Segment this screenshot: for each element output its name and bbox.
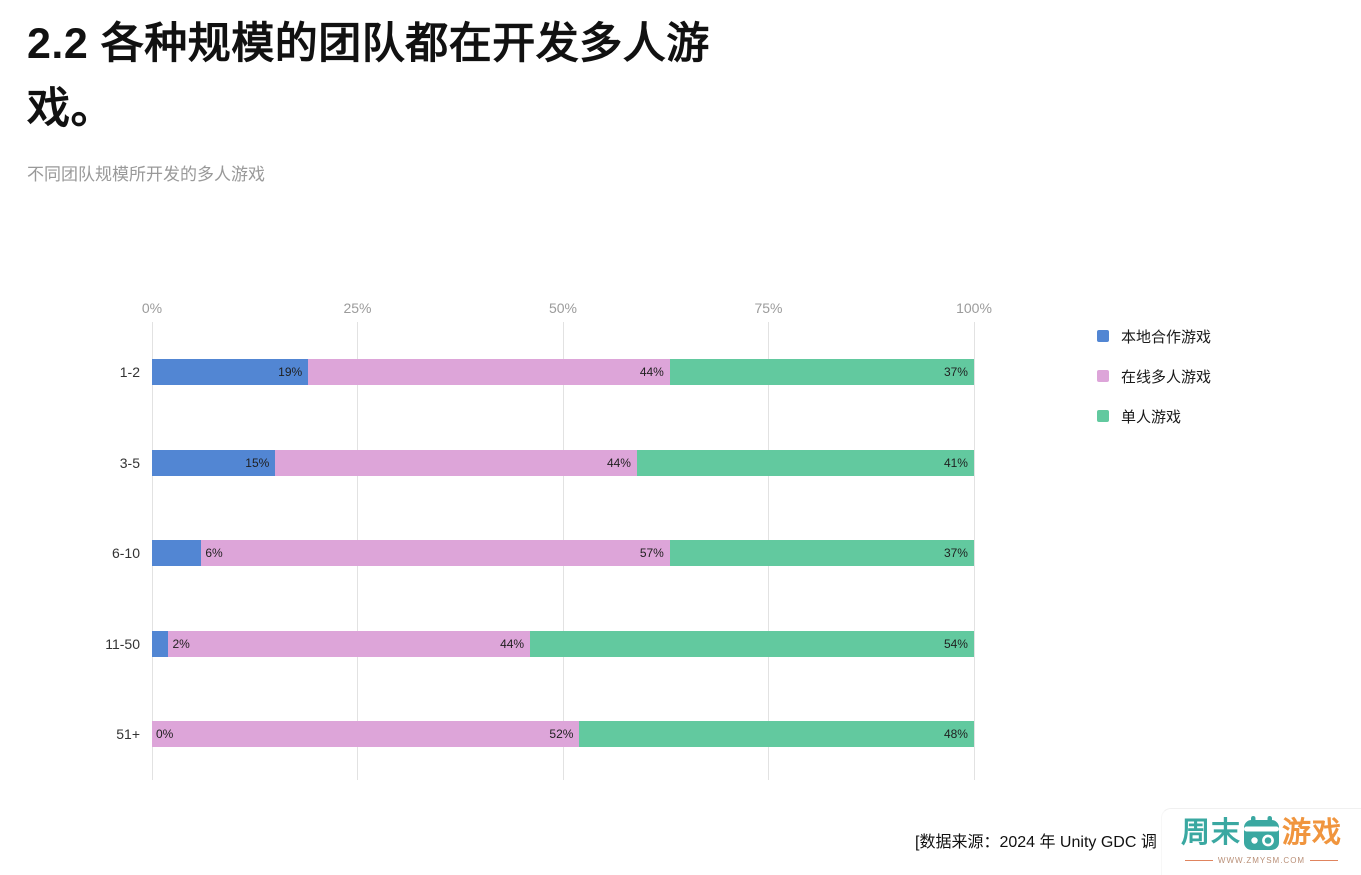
legend-swatch xyxy=(1097,410,1109,422)
legend-label: 在线多人游戏 xyxy=(1121,368,1212,386)
bar-segment xyxy=(152,540,202,566)
row-label: 3-5 xyxy=(119,454,140,471)
bar-segment xyxy=(579,721,974,747)
bar-segment xyxy=(669,359,974,385)
legend-swatch xyxy=(1097,370,1109,382)
bar-segment xyxy=(275,449,637,476)
legend-swatch xyxy=(1097,330,1109,342)
page-title-line-2: 戏。 xyxy=(27,84,114,133)
bar-value-label: 54% xyxy=(943,636,968,651)
x-tick: 75% xyxy=(754,300,783,316)
bar-value-label: 15% xyxy=(245,455,270,470)
bar-segment xyxy=(308,359,670,385)
data-source-text: [数据来源：2024 年 Unity GDC 调 xyxy=(915,834,1157,851)
bar-value-label: 57% xyxy=(639,546,664,560)
plot-area: 1-2 19% 44% 37% 3-5 15% 44% 41% 6-10 6% 57% 37% 11-5… xyxy=(105,322,975,780)
bar-value-label: 48% xyxy=(943,727,968,741)
bar-value-label: 44% xyxy=(639,365,664,379)
bar-value-label: 0% xyxy=(156,727,174,741)
chart-legend: 本地合作游戏 在线多人游戏 单人游戏 xyxy=(1097,327,1211,447)
watermark-brand-right: 游戏 xyxy=(1282,816,1343,849)
watermark-brand-left: 周末 xyxy=(1180,816,1241,849)
site-watermark: 周末 游戏 WWW.ZMYSM.COM xyxy=(1161,808,1361,875)
stacked-bar-chart: 0% 25% 50% 75% 100% 1-2 19% 44% 37% 3-5 15% 44% 41%… xyxy=(105,300,992,780)
bar-segment xyxy=(636,449,974,476)
row-label: 6-10 xyxy=(111,545,140,561)
bar-segment xyxy=(152,449,276,476)
legend-label: 本地合作游戏 xyxy=(1121,328,1212,346)
page-title-line-1: 2.2 各种规模的团队都在开发多人游 xyxy=(27,20,710,68)
grid-line xyxy=(973,322,975,780)
watermark-dash-right xyxy=(1310,860,1339,861)
bar-value-label: 2% xyxy=(172,636,190,651)
legend-label: 单人游戏 xyxy=(1121,408,1182,426)
row-label: 51+ xyxy=(116,726,140,742)
bar-value-label: 6% xyxy=(205,546,223,560)
watermark-logo: 周末 游戏 xyxy=(1162,813,1361,853)
bar-value-label: 44% xyxy=(606,455,631,470)
bar-value-label: 19% xyxy=(278,365,303,379)
bar-value-label: 37% xyxy=(943,546,968,560)
legend-item: 单人游戏 xyxy=(1097,407,1211,426)
bar-segment xyxy=(530,630,974,657)
watermark-url: WWW.ZMYSM.COM xyxy=(1217,856,1306,865)
bar-value-label: 37% xyxy=(943,365,968,379)
x-tick: 50% xyxy=(548,300,578,316)
bar-segment xyxy=(152,630,169,657)
legend-item: 本地合作游戏 xyxy=(1097,327,1212,346)
row-label: 1-2 xyxy=(119,364,140,380)
chart-subtitle: 不同团队规模所开发的多人游戏 xyxy=(27,165,265,184)
watermark-dash-left xyxy=(1184,860,1213,861)
watermark-url-row: WWW.ZMYSM.COM xyxy=(1162,856,1361,865)
bar-segment xyxy=(152,359,309,385)
row-label: 11-50 xyxy=(105,635,140,652)
x-tick: 0% xyxy=(141,300,163,316)
bar-segment xyxy=(201,540,670,566)
x-tick: 25% xyxy=(343,300,372,316)
bar-segment xyxy=(669,540,974,566)
bar-value-label: 41% xyxy=(943,455,968,470)
x-tick: 100% xyxy=(956,300,992,316)
x-axis: 0% 25% 50% 75% 100% xyxy=(142,300,992,318)
bar-value-label: 52% xyxy=(549,727,574,741)
bar-segment xyxy=(152,721,580,747)
game-controller-calendar-icon xyxy=(1243,815,1280,851)
bar-segment xyxy=(168,630,531,657)
legend-item: 在线多人游戏 xyxy=(1097,367,1212,386)
chart-header: 2.2 各种规模的团队都在开发多人游 戏。 xyxy=(27,12,827,141)
bar-value-label: 44% xyxy=(500,636,525,651)
